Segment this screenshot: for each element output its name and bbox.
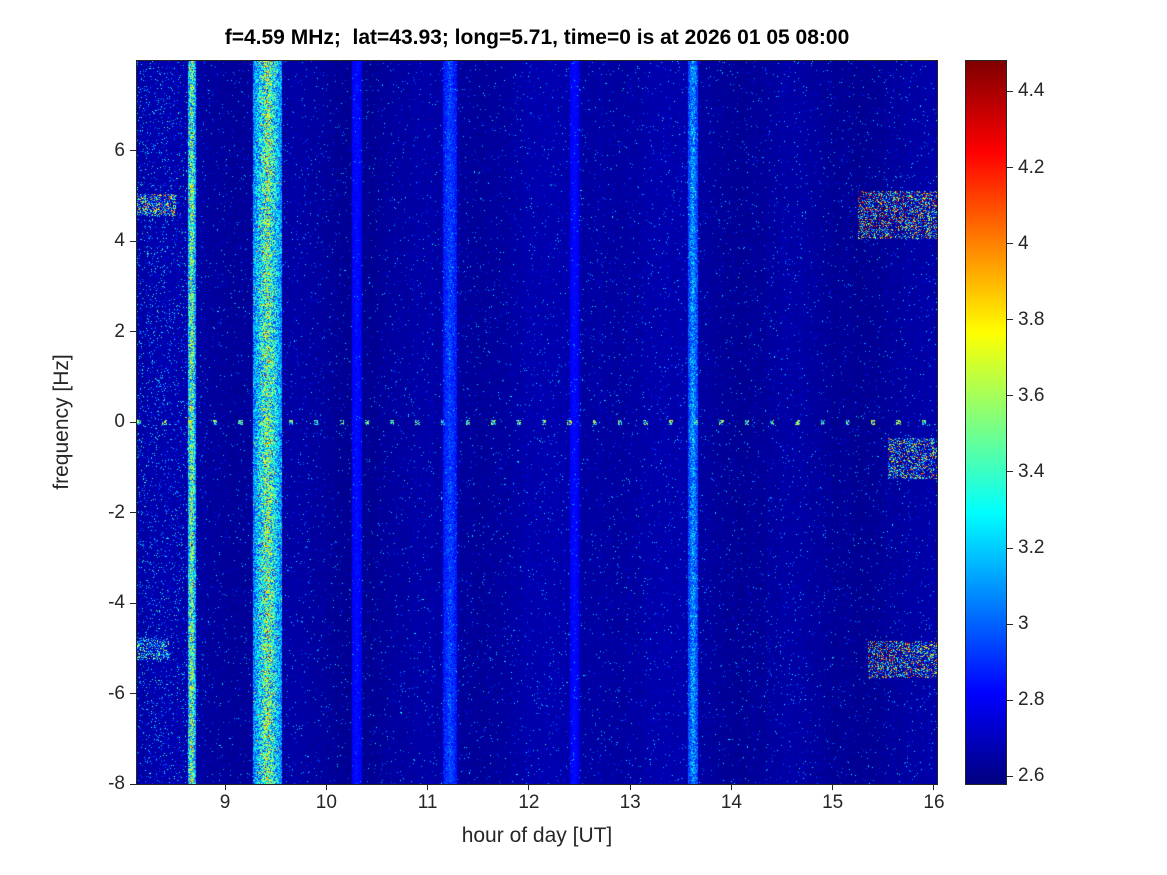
tick-mark — [832, 785, 834, 790]
x-tick-label: 12 — [518, 792, 540, 813]
tick-mark — [1007, 623, 1013, 625]
x-tick-label: 14 — [720, 792, 742, 813]
colorbar — [965, 60, 1007, 785]
y-tick-label: -8 — [108, 773, 125, 794]
colorbar-tick-label: 4 — [1018, 232, 1029, 254]
tick-mark — [130, 240, 136, 242]
spectrogram-canvas — [137, 61, 937, 784]
tick-mark — [130, 693, 136, 694]
tick-mark — [130, 602, 136, 604]
x-tick-label: 11 — [417, 792, 438, 813]
y-tick-label: 0 — [114, 411, 125, 433]
tick-mark — [1007, 547, 1013, 549]
y-tick-label: -4 — [108, 592, 125, 614]
colorbar-tick-label: 3.6 — [1018, 384, 1045, 406]
tick-mark — [130, 150, 136, 152]
tick-mark — [427, 785, 429, 790]
tick-mark — [1007, 471, 1013, 473]
y-tick-label: 2 — [114, 320, 125, 342]
tick-mark — [130, 783, 136, 785]
colorbar-tick-label: 4.2 — [1018, 156, 1045, 178]
x-tick-label: 15 — [822, 792, 844, 813]
tick-mark — [1007, 699, 1013, 701]
tick-mark — [130, 421, 136, 423]
tick-mark — [224, 785, 226, 790]
x-tick-label: 10 — [315, 792, 337, 813]
tick-mark — [1007, 319, 1013, 321]
x-axis-label: hour of day [UT] — [461, 824, 613, 847]
colorbar-tick-label: 3 — [1018, 613, 1029, 635]
x-tick-label: 16 — [923, 792, 945, 813]
tick-mark — [1007, 90, 1013, 92]
tick-mark — [933, 785, 935, 790]
y-tick-label: -2 — [108, 501, 125, 523]
tick-mark — [130, 512, 136, 514]
y-tick-label: -6 — [108, 682, 125, 704]
colorbar-canvas — [966, 61, 1006, 784]
colorbar-tick-label: 3.2 — [1018, 537, 1045, 559]
y-tick-label: 6 — [114, 139, 125, 161]
tick-mark — [1007, 395, 1013, 397]
colorbar-tick-label: 3.4 — [1018, 460, 1045, 482]
tick-mark — [730, 785, 732, 790]
colorbar-tick-label: 4.4 — [1018, 80, 1045, 102]
x-tick-label: 13 — [619, 792, 641, 813]
colorbar-tick-label: 3.8 — [1018, 308, 1045, 330]
tick-mark — [528, 785, 530, 790]
plot-area — [136, 60, 938, 785]
tick-mark — [1007, 243, 1013, 245]
tick-mark — [1007, 167, 1013, 169]
tick-mark — [1007, 775, 1013, 777]
tick-mark — [130, 331, 136, 333]
x-tick-label: 9 — [219, 792, 231, 813]
chart-title: f=4.59 MHz; lat=43.93; long=5.71, time=0… — [224, 26, 850, 49]
colorbar-tick-label: 2.8 — [1018, 689, 1045, 711]
y-tick-label: 4 — [114, 230, 125, 252]
colorbar-tick-label: 2.6 — [1018, 765, 1045, 787]
tick-mark — [325, 785, 327, 790]
tick-mark — [629, 785, 631, 790]
